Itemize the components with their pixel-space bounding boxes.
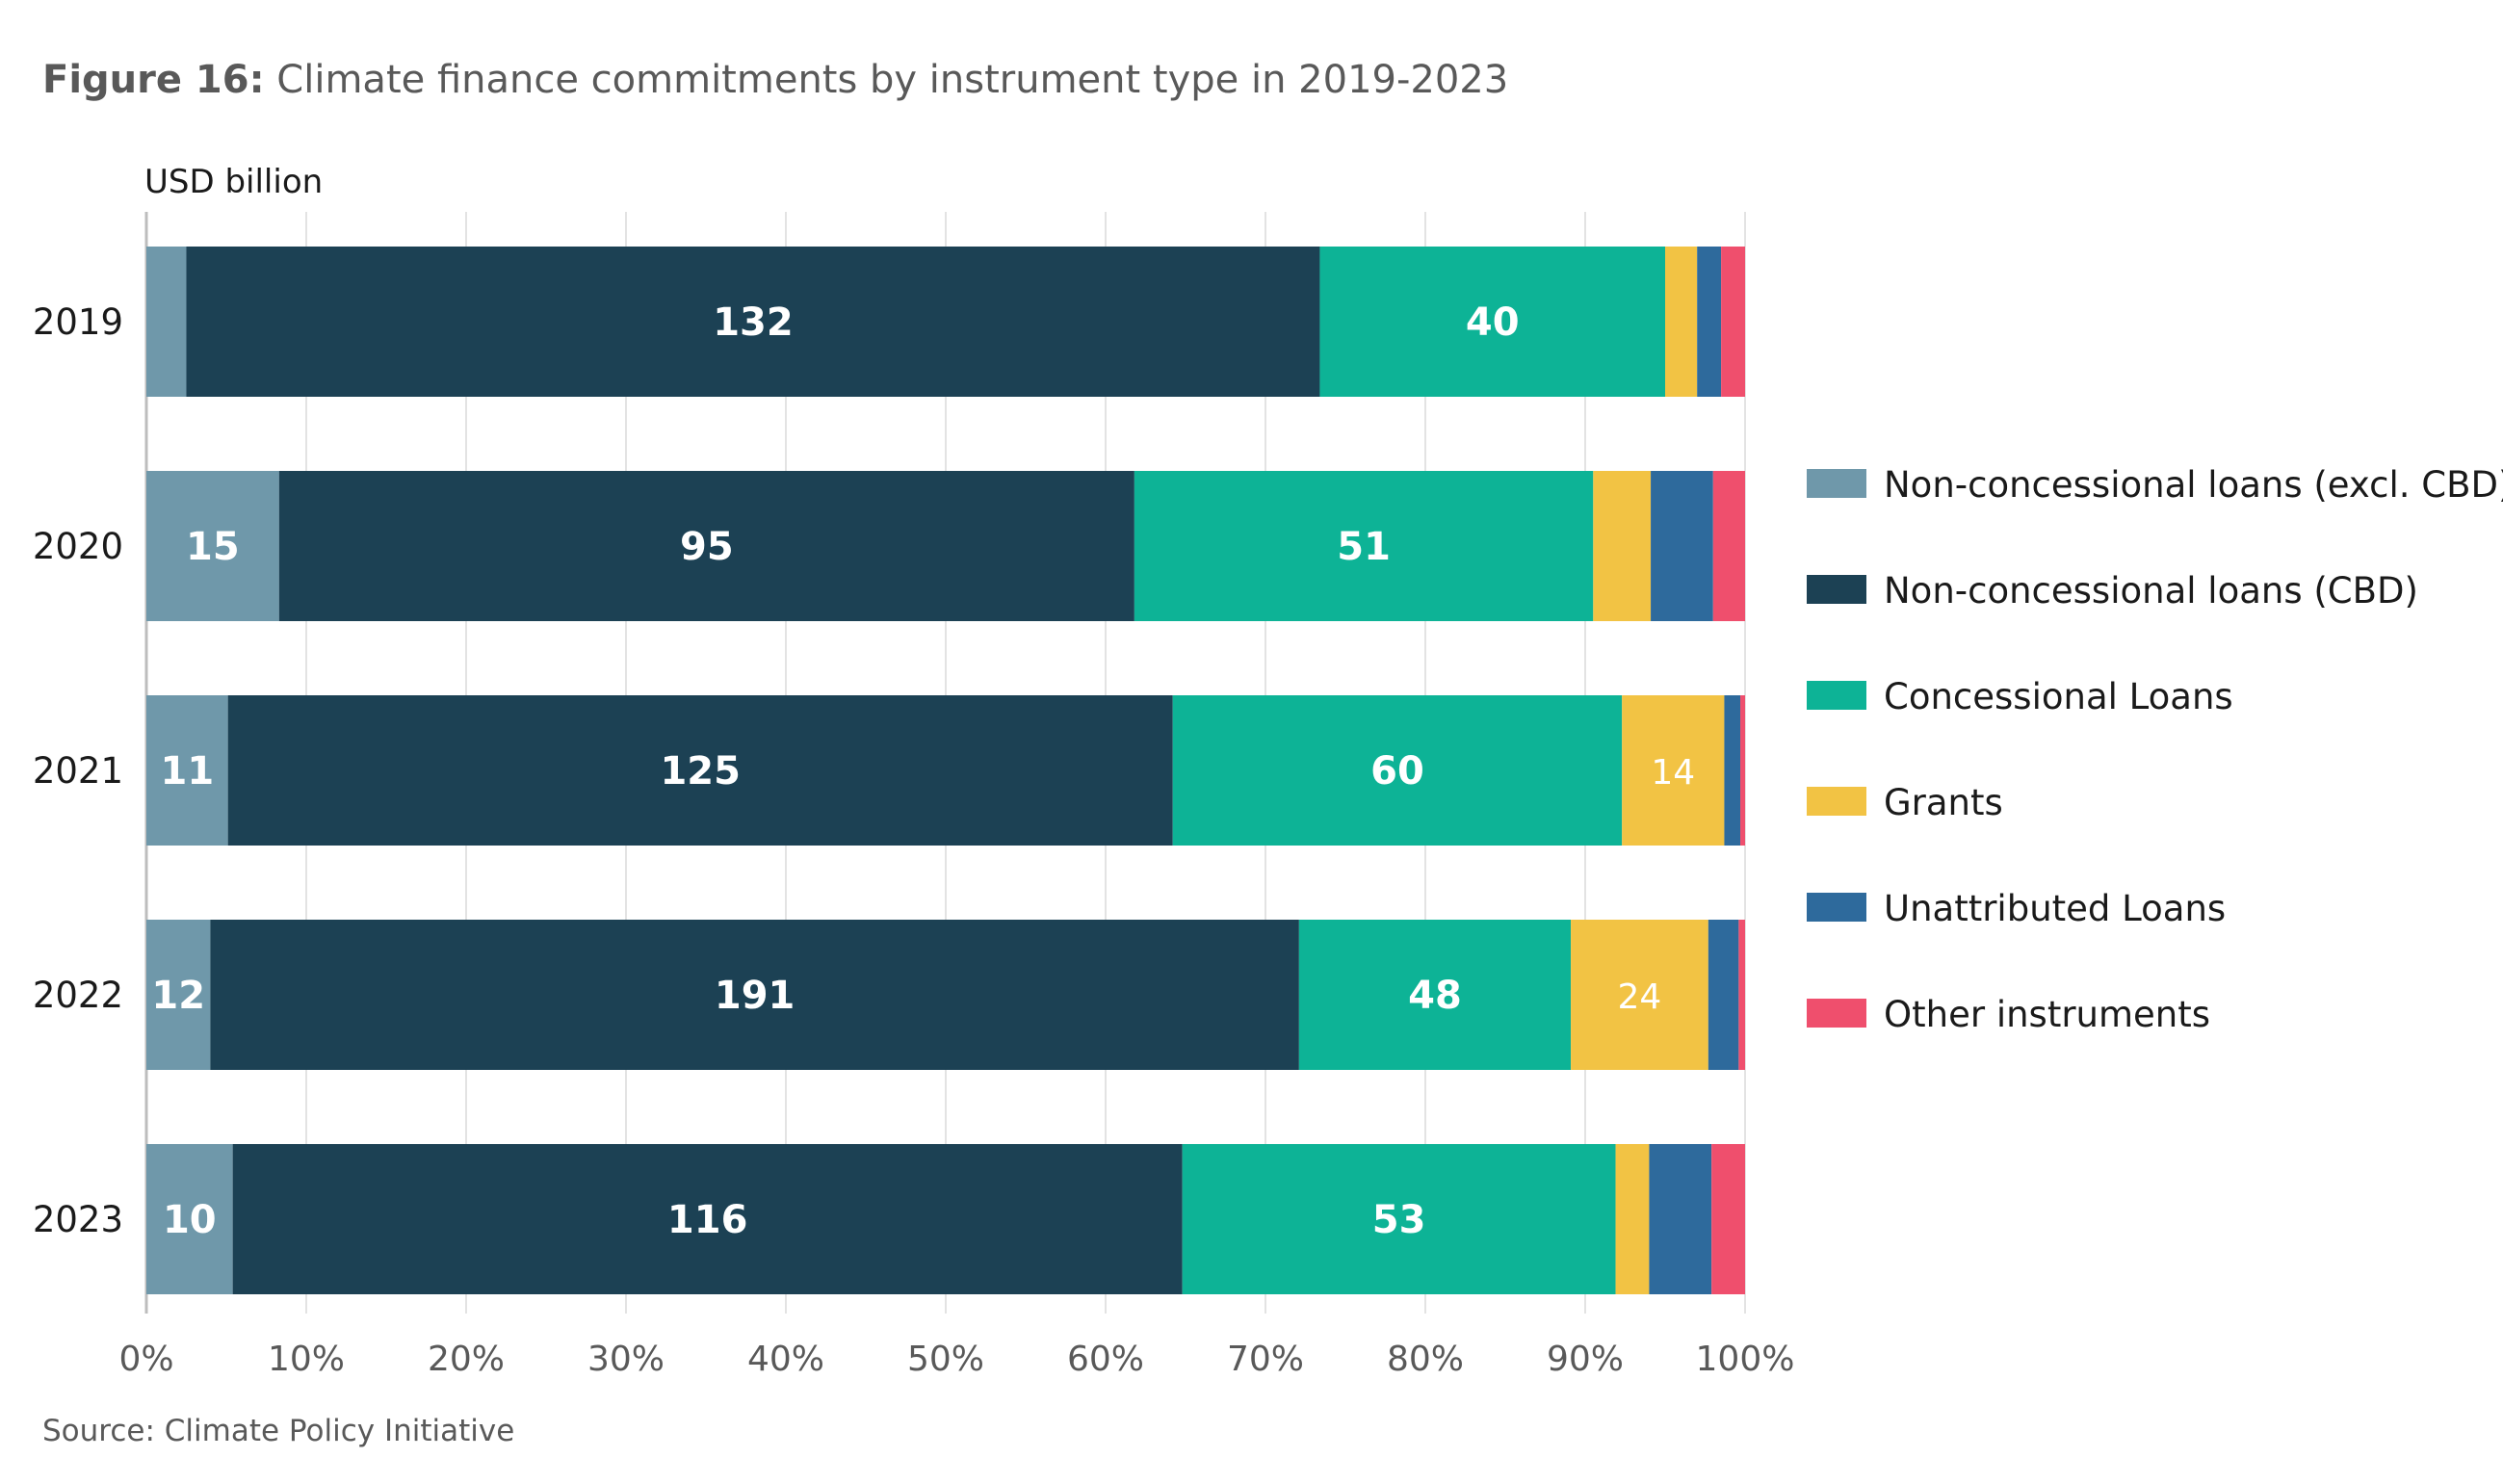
bar-segment [146, 471, 279, 621]
data-label: 51 [1337, 525, 1391, 569]
figure-title-text: Climate finance commitments by instrumen… [265, 58, 1509, 102]
bar-segment [1665, 247, 1698, 397]
legend-label: Grants [1884, 782, 2003, 823]
category-label: 2019 [33, 301, 123, 343]
x-tick-label: 80% [1387, 1340, 1464, 1379]
x-tick-label: 50% [907, 1340, 984, 1379]
bar-segment [146, 1144, 233, 1294]
x-tick-label: 90% [1547, 1340, 1624, 1379]
x-axis: 0% 10% 20% 30% 40% 50% 60% 70% 80% 90% 100% [118, 1340, 1794, 1379]
bar-segment [1134, 471, 1594, 621]
x-tick-label: 40% [747, 1340, 824, 1379]
data-label: 14 [1651, 753, 1695, 793]
bar-segment [1651, 471, 1713, 621]
category-label: 2021 [33, 750, 123, 792]
bar-segment [1708, 920, 1739, 1070]
source-note: Source: Climate Policy Initiative [42, 1414, 514, 1448]
data-label: 53 [1372, 1198, 1426, 1242]
bar-segment [1712, 471, 1745, 621]
x-tick-label: 0% [118, 1340, 173, 1379]
legend-swatch [1807, 999, 1866, 1028]
legend-swatch [1807, 787, 1866, 816]
category-label: 2023 [33, 1199, 123, 1240]
figure-label: Figure 16: [42, 58, 265, 102]
legend-swatch [1807, 893, 1866, 922]
bars: 132 40 15 95 51 11 125 60 14 12 191 48 24 10 116 53 [146, 247, 1745, 1294]
category-label: 2020 [33, 526, 123, 567]
data-label: 11 [160, 749, 214, 794]
data-label: 15 [186, 525, 240, 569]
bar-segment [1649, 1144, 1712, 1294]
category-label: 2022 [33, 975, 123, 1016]
bar-segment [1593, 471, 1652, 621]
data-label: 125 [660, 749, 741, 794]
bar-segment [146, 695, 228, 846]
data-label: 12 [151, 974, 205, 1018]
bar-segment [232, 1144, 1183, 1294]
unit-label: USD billion [144, 163, 323, 201]
data-label: 60 [1370, 749, 1424, 794]
legend-label: Non-concessional loans (excl. CBD) [1884, 464, 2503, 506]
x-tick-label: 70% [1227, 1340, 1304, 1379]
data-label: 132 [713, 300, 794, 345]
data-label: 191 [715, 974, 795, 1018]
data-label: 24 [1618, 977, 1662, 1017]
legend-swatch [1807, 469, 1866, 498]
bar-segment [146, 247, 187, 397]
x-tick-label: 30% [587, 1340, 665, 1379]
bar-segment [1721, 247, 1745, 397]
figure-title: Figure 16: Climate finance commitments b… [42, 58, 1508, 102]
legend-label: Unattributed Loans [1884, 888, 2226, 929]
x-tick-label: 20% [428, 1340, 505, 1379]
bar-segment [146, 920, 211, 1070]
bar-segment [1298, 920, 1572, 1070]
data-label: 95 [680, 525, 734, 569]
bar-segment [1724, 695, 1741, 846]
legend-label: Non-concessional loans (CBD) [1884, 570, 2418, 612]
bar-segment [210, 920, 1299, 1070]
data-label: 116 [667, 1198, 748, 1242]
legend-swatch [1807, 575, 1866, 604]
data-label: 10 [163, 1198, 217, 1242]
data-label: 48 [1408, 974, 1462, 1018]
bar-segment [1711, 1144, 1745, 1294]
bar-segment [278, 471, 1134, 621]
legend-swatch [1807, 681, 1866, 710]
bar-segment [227, 695, 1173, 846]
bar-segment [1622, 695, 1725, 846]
bar-segment [1697, 247, 1722, 397]
bar-segment [1172, 695, 1623, 846]
x-tick-label: 100% [1696, 1340, 1795, 1379]
legend: Non-concessional loans (excl. CBD) Non-co… [1807, 464, 2503, 1035]
bar-segment [1738, 920, 1745, 1070]
bar-segment [1615, 1144, 1650, 1294]
bar-segment [1319, 247, 1665, 397]
x-tick-label: 60% [1067, 1340, 1144, 1379]
legend-label: Other instruments [1884, 994, 2210, 1035]
data-label: 40 [1466, 300, 1520, 345]
x-tick-label: 10% [268, 1340, 345, 1379]
bar-segment [186, 247, 1320, 397]
bar-segment [1182, 1144, 1616, 1294]
legend-label: Concessional Loans [1884, 676, 2233, 717]
bar-segment [1740, 695, 1745, 846]
category-labels: 2019 2020 2021 2022 2023 [33, 301, 123, 1240]
bar-segment [1571, 920, 1708, 1070]
